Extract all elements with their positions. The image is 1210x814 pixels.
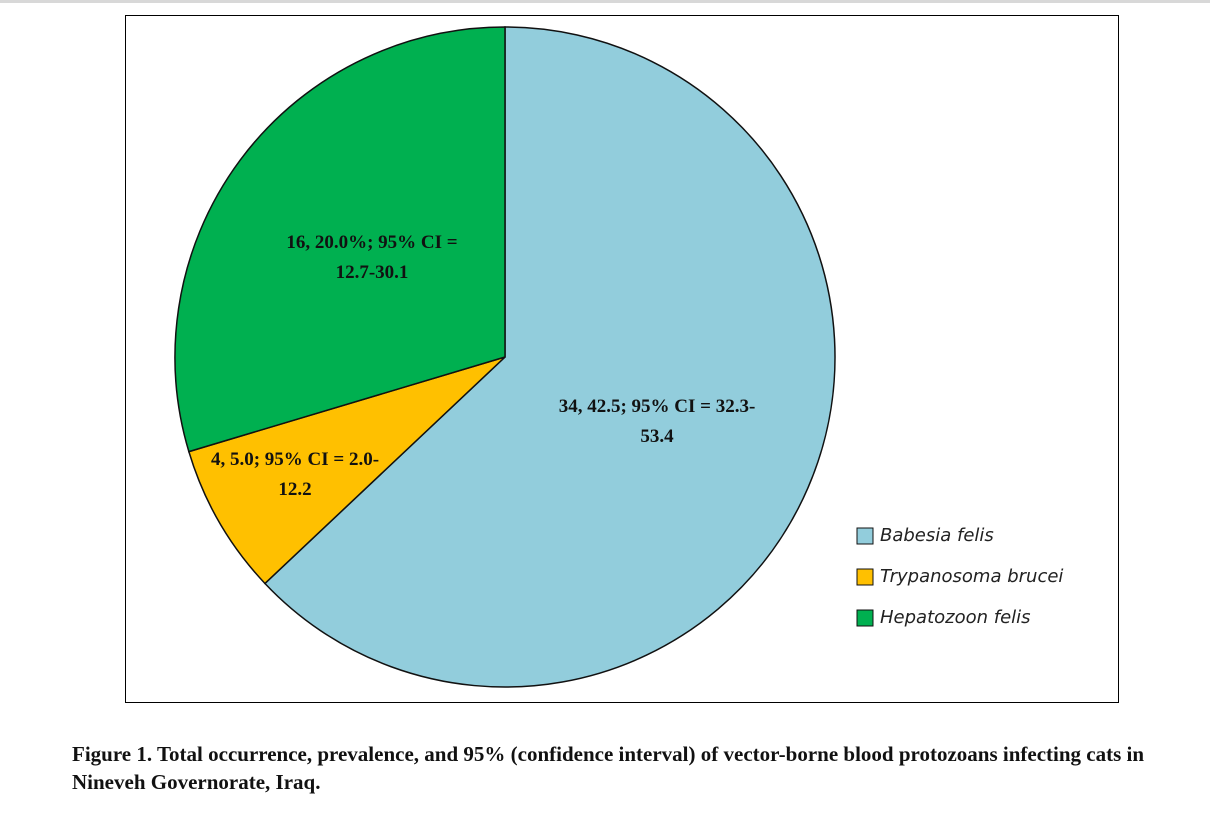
data-label: 16, 20.0%; 95% CI = 12.7-30.1 (286, 232, 458, 283)
data-label: 34, 42.5; 95% CI = 32.3-53.4 (558, 396, 756, 447)
legend-label: Trypanosoma brucei (880, 566, 1063, 587)
legend-swatch (856, 568, 874, 586)
legend-swatch (856, 609, 874, 627)
figure-caption: Figure 1. Total occurrence, prevalence, … (72, 742, 1145, 794)
data-label: 4, 5.0; 95% CI = 2.0-12.2 (210, 449, 380, 500)
pie-slice (174, 26, 506, 453)
legend-label: Hepatozoon felis (880, 607, 1031, 628)
top-rule (0, 0, 1210, 3)
chart-frame (125, 15, 1119, 703)
pie-slice (187, 356, 506, 585)
legend-label: Babesia felis (880, 525, 994, 546)
legend-swatch (856, 527, 874, 545)
pie-slice (263, 26, 836, 688)
